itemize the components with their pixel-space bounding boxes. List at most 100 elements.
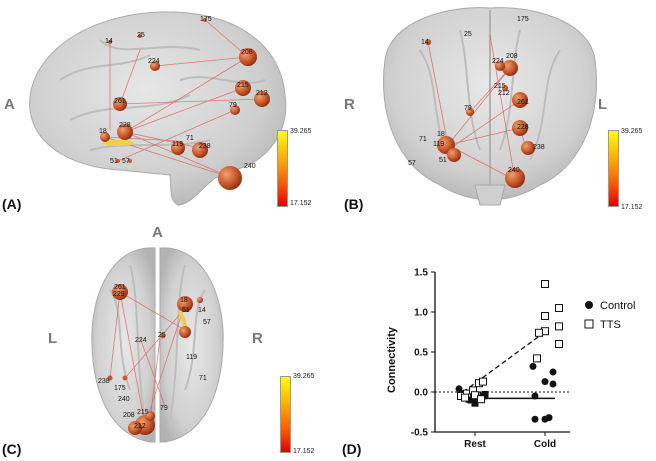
node-label: 212 — [256, 90, 268, 97]
node-label: 71 — [186, 135, 194, 142]
node-label: 79 — [160, 405, 168, 412]
anterior-label: A — [4, 96, 15, 113]
node-label: 208 — [506, 53, 518, 60]
node-label: 238 — [533, 144, 545, 151]
node-label: 25 — [464, 31, 472, 38]
node-label: 79 — [464, 105, 472, 112]
node-label: 71 — [199, 375, 207, 382]
node-label: 175 — [200, 16, 212, 23]
node-label: 14 — [421, 39, 429, 46]
panel-letter-a: (A) — [2, 196, 22, 212]
colorbar — [608, 130, 619, 207]
node-label: 215 — [137, 409, 149, 416]
tts-rest-point — [477, 395, 485, 404]
y-tick-label: 1.0 — [414, 308, 428, 319]
y-axis-ticks: 1.5 1.0 0.5 0.0 -0.5 — [411, 268, 435, 439]
colorbar — [280, 376, 291, 453]
node-label: 261 — [114, 98, 126, 105]
legend-control-marker — [585, 301, 593, 309]
data-points — [435, 280, 570, 423]
control-cold-point — [549, 380, 557, 388]
panel-b: 14 25 175 208 224 215 212 79 261 228 18 … — [330, 0, 656, 220]
panel-letter-b: (B) — [344, 196, 364, 212]
node-label: 238 — [199, 143, 211, 150]
tts-cold-point — [541, 280, 549, 288]
node-label: 119 — [186, 354, 197, 361]
node-label: 119 — [433, 141, 444, 148]
tts-rest-point — [479, 377, 487, 386]
colorbar-max: 39.265 — [290, 128, 312, 135]
node-label: 224 — [135, 337, 147, 344]
node-label: 261 — [517, 99, 529, 106]
node-label: 238 — [98, 378, 110, 385]
node-label: 208 — [241, 49, 253, 56]
node-label: 175 — [114, 385, 126, 392]
colorbar — [277, 130, 288, 207]
node-label: 51 — [182, 307, 190, 314]
control-rest-point — [455, 385, 463, 393]
brain-axial-image: 261 229 224 18 14 51 57 25 119 71 238 17… — [91, 247, 224, 443]
node-label: 224 — [492, 58, 504, 65]
legend-tts-marker — [584, 319, 594, 329]
node-label: 228 — [517, 124, 529, 131]
control-cold-point — [531, 392, 539, 400]
node-label: 51 — [439, 157, 447, 164]
panel-a: 14 25 175 208 224 215 212 79 261 228 18 … — [0, 0, 320, 220]
tts-cold-point — [555, 322, 563, 331]
x-axis-ticks: Rest Cold — [464, 432, 556, 450]
node-label: 229 — [113, 291, 125, 298]
node-label: 261 — [114, 284, 126, 291]
control-rest-point — [481, 390, 489, 398]
right-hemisphere-label: R — [344, 96, 355, 113]
y-tick-label: 0.5 — [414, 348, 428, 359]
node-label: 215 — [237, 82, 249, 89]
right-hemisphere-label: R — [252, 330, 263, 347]
control-cold-point — [531, 415, 539, 423]
node-label: 25 — [158, 332, 166, 339]
node-label: 18 — [99, 128, 107, 135]
left-hemisphere-label: L — [48, 330, 58, 347]
node-label: 228 — [119, 122, 131, 129]
tts-cold-point — [533, 354, 541, 363]
colorbar-max: 39.265 — [621, 128, 643, 135]
node-label: 51 — [110, 158, 118, 165]
node-label: 212 — [134, 423, 146, 430]
y-tick-label: 1.5 — [414, 268, 428, 279]
y-axis-title: Connectivity — [386, 326, 398, 393]
node-label: 14 — [105, 38, 113, 45]
control-cold-point — [529, 362, 537, 370]
node-label: 57 — [203, 319, 211, 326]
y-tick-label: 0.0 — [414, 388, 428, 399]
control-rest-point — [471, 399, 479, 407]
node-label: 79 — [229, 102, 237, 109]
node-label: 119 — [172, 141, 183, 148]
legend-control-label: Control — [600, 300, 635, 312]
tts-cold-point — [541, 312, 549, 320]
tts-cold-point — [555, 304, 563, 312]
control-cold-point — [541, 378, 549, 386]
tts-rest-point — [461, 393, 469, 402]
colorbar-max: 39.265 — [293, 373, 315, 380]
node-label: 71 — [419, 136, 427, 143]
colorbar-min: 17.152 — [293, 448, 315, 455]
panel-letter-c: (C) — [2, 441, 22, 457]
y-tick-label: -0.5 — [411, 428, 429, 439]
node-label: 18 — [437, 131, 445, 138]
anterior-label: A — [152, 224, 163, 241]
colorbar-min: 17.152 — [290, 200, 312, 207]
tts-cold-point — [535, 328, 543, 337]
node-label: 175 — [517, 16, 529, 23]
legend-tts-label: TTS — [600, 319, 621, 331]
brain-sagittal-image: 14 25 175 208 224 215 212 79 261 228 18 … — [29, 11, 287, 206]
legend: Control TTS — [584, 300, 635, 331]
node-label: 224 — [148, 58, 160, 65]
node-label: 240 — [118, 396, 130, 403]
node-label: 208 — [123, 412, 135, 419]
panel-letter-d: (D) — [342, 441, 362, 457]
control-cold-point — [545, 414, 553, 422]
panel-c: 261 229 224 18 14 51 57 25 119 71 238 17… — [0, 220, 340, 461]
left-hemisphere-label: L — [598, 96, 608, 113]
colorbar-min: 17.152 — [621, 204, 643, 211]
brain-coronal-image: 14 25 175 208 224 215 212 79 261 228 18 … — [382, 7, 598, 206]
node-label: 240 — [244, 163, 256, 170]
